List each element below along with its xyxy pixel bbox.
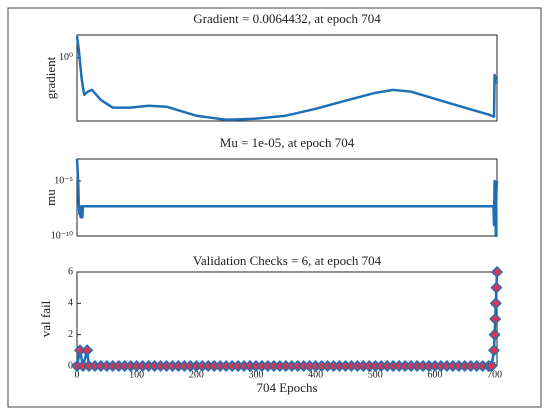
y-tick-label: 2	[68, 329, 73, 340]
marker	[81, 344, 94, 357]
x-axis-label: 704 Epochs	[256, 380, 317, 395]
x-tick-label: 100	[129, 369, 144, 380]
marker	[487, 344, 501, 357]
chart-title: Gradient = 0.0064432, at epoch 704	[193, 11, 381, 26]
marker	[490, 281, 503, 294]
x-tick-label: 200	[189, 369, 204, 380]
x-tick-label: 500	[368, 369, 383, 380]
marker	[485, 359, 498, 373]
axes-box	[76, 271, 498, 367]
y-axis-label: val fail	[38, 300, 53, 337]
chart-title: Validation Checks = 6, at epoch 704	[193, 253, 382, 268]
x-tick-label: 0	[75, 369, 80, 380]
axes-box	[76, 158, 498, 237]
y-tick-label: 10⁻⁵	[54, 175, 73, 186]
y-axis-label: mu	[43, 189, 58, 206]
chart-title: Mu = 1e-05, at epoch 704	[220, 135, 355, 150]
data-line	[75, 35, 499, 121]
y-tick-label: 10⁻¹⁰	[51, 230, 73, 241]
marker	[490, 265, 504, 279]
marker	[489, 297, 502, 310]
y-axis-label: gradient	[43, 56, 58, 99]
x-tick-label: 700	[487, 369, 502, 380]
x-tick-label: 300	[248, 369, 263, 380]
x-tick-label: 400	[308, 369, 323, 380]
marker	[488, 328, 501, 341]
y-tick-label: 6	[68, 266, 73, 277]
marker	[489, 312, 502, 326]
y-tick-label: 4	[68, 298, 73, 309]
data-line	[75, 158, 499, 238]
x-tick-label: 600	[427, 369, 442, 380]
y-tick-label: 10⁰	[59, 52, 73, 63]
y-tick-label: 0	[68, 360, 73, 371]
axes-box	[76, 34, 498, 122]
